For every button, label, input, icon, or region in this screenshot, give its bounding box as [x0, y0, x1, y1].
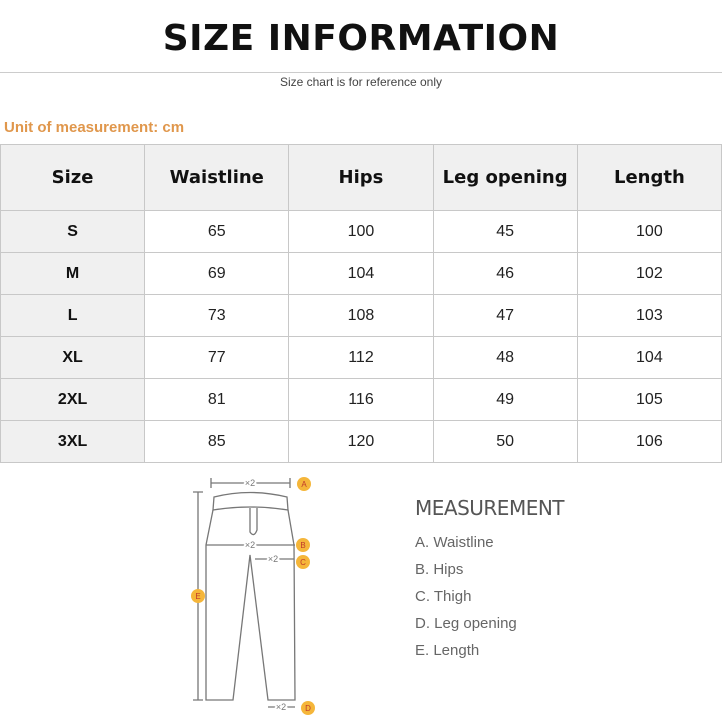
value-cell: 50 — [432, 420, 578, 463]
size-cell: 2XL — [0, 378, 146, 421]
size-cell: XL — [0, 336, 146, 379]
value-cell: 85 — [144, 420, 290, 463]
marker-d: D — [305, 704, 311, 713]
table-header-row: Size Waistline Hips Leg opening Length — [0, 144, 722, 211]
value-cell: 105 — [576, 378, 722, 421]
marker-a: A — [301, 480, 307, 489]
value-cell: 73 — [144, 294, 290, 337]
table-row: L 73 108 47 103 — [0, 294, 722, 337]
legend-item: C. Thigh — [415, 588, 472, 605]
value-cell: 100 — [576, 210, 722, 253]
value-cell: 108 — [288, 294, 434, 337]
size-table: Size Waistline Hips Leg opening Length S… — [0, 144, 722, 463]
measurement-heading: MEASUREMENT — [415, 496, 565, 520]
value-cell: 47 — [432, 294, 578, 337]
size-cell: L — [0, 294, 146, 337]
value-cell: 120 — [288, 420, 434, 463]
legend-item: B. Hips — [415, 561, 464, 578]
value-cell: 69 — [144, 252, 290, 295]
value-cell: 106 — [576, 420, 722, 463]
subtitle: Size chart is for reference only — [279, 75, 443, 89]
header-size: Size — [0, 144, 146, 211]
marker-e: E — [195, 592, 200, 601]
value-cell: 81 — [144, 378, 290, 421]
multiplier-d: ×2 — [276, 702, 286, 712]
legend-item: A. Waistline — [415, 534, 494, 551]
pants-diagram: ×2 ×2 ×2 ×2 A B C D E — [191, 476, 315, 715]
value-cell: 100 — [288, 210, 434, 253]
header-hips: Hips — [288, 144, 434, 211]
size-cell: M — [0, 252, 146, 295]
size-cell: S — [0, 210, 146, 253]
value-cell: 49 — [432, 378, 578, 421]
header-length: Length — [576, 144, 722, 211]
marker-c: C — [300, 558, 306, 567]
multiplier-a: ×2 — [245, 478, 255, 488]
table-row: XL 77 112 48 104 — [0, 336, 722, 379]
measurement-legend: MEASUREMENT A. Waistline B. Hips C. Thig… — [415, 496, 565, 669]
legend-item: D. Leg opening — [415, 615, 517, 632]
value-cell: 116 — [288, 378, 434, 421]
value-cell: 45 — [432, 210, 578, 253]
value-cell: 102 — [576, 252, 722, 295]
divider — [0, 72, 722, 73]
table-row: M 69 104 46 102 — [0, 252, 722, 295]
table-row: 2XL 81 116 49 105 — [0, 378, 722, 421]
value-cell: 65 — [144, 210, 290, 253]
multiplier-c: ×2 — [268, 554, 278, 564]
unit-label: Unit of measurement: cm — [4, 119, 185, 136]
marker-b: B — [300, 541, 305, 550]
table-row: S 65 100 45 100 — [0, 210, 722, 253]
header-waistline: Waistline — [144, 144, 290, 211]
value-cell: 104 — [288, 252, 434, 295]
value-cell: 103 — [576, 294, 722, 337]
table-row: 3XL 85 120 50 106 — [0, 420, 722, 463]
value-cell: 104 — [576, 336, 722, 379]
size-cell: 3XL — [0, 420, 146, 463]
page-title: SIZE INFORMATION — [162, 18, 560, 59]
multiplier-b: ×2 — [245, 540, 255, 550]
value-cell: 46 — [432, 252, 578, 295]
value-cell: 48 — [432, 336, 578, 379]
header-leg-opening: Leg opening — [432, 144, 578, 211]
marker-b-icon — [296, 538, 310, 552]
marker-c-icon — [296, 555, 310, 569]
value-cell: 77 — [144, 336, 290, 379]
marker-d-icon — [301, 701, 315, 715]
value-cell: 112 — [288, 336, 434, 379]
marker-e-icon — [191, 589, 205, 603]
marker-a-icon — [297, 477, 311, 491]
legend-item: E. Length — [415, 642, 480, 659]
